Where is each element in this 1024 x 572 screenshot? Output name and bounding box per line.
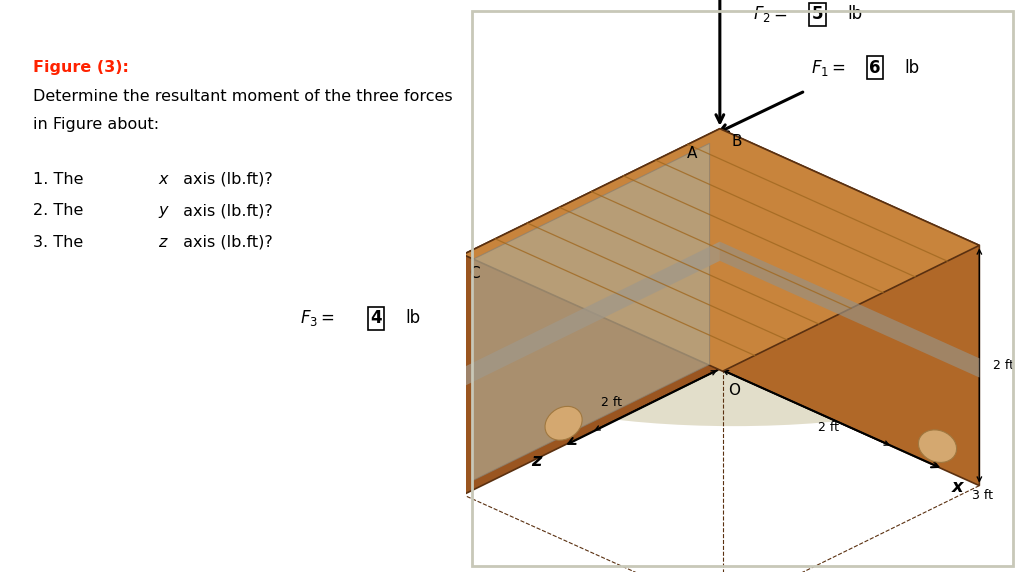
- Text: z: z: [158, 235, 167, 249]
- Text: lb: lb: [406, 309, 421, 327]
- Text: 1. The: 1. The: [33, 172, 88, 186]
- Text: 3. The: 3. The: [33, 235, 88, 249]
- Text: Determine the resultant moment of the three forces: Determine the resultant moment of the th…: [33, 89, 453, 104]
- Polygon shape: [463, 129, 979, 371]
- Text: $F_2 =$: $F_2 =$: [754, 5, 788, 24]
- Text: A: A: [687, 146, 697, 161]
- Text: O: O: [728, 383, 740, 398]
- Text: B: B: [731, 134, 741, 149]
- Text: $F_1 =$: $F_1 =$: [811, 58, 846, 78]
- Text: 2 ft: 2 ft: [993, 359, 1015, 372]
- Text: 2 ft: 2 ft: [601, 396, 623, 409]
- Polygon shape: [473, 144, 710, 480]
- Text: x: x: [158, 172, 168, 186]
- Text: 3 ft: 3 ft: [973, 490, 993, 502]
- Text: 2 ft: 2 ft: [817, 421, 839, 434]
- Text: 2. The: 2. The: [33, 203, 88, 218]
- Text: axis (lb.ft)?: axis (lb.ft)?: [178, 203, 272, 218]
- Ellipse shape: [919, 430, 956, 462]
- Text: x: x: [951, 478, 964, 495]
- Text: $F_3 =$: $F_3 =$: [300, 308, 335, 328]
- Text: lb: lb: [847, 5, 862, 23]
- Text: axis (lb.ft)?: axis (lb.ft)?: [178, 235, 272, 249]
- Text: z: z: [530, 452, 542, 470]
- Text: 4: 4: [370, 309, 382, 327]
- Polygon shape: [463, 241, 720, 387]
- Text: Figure (3):: Figure (3):: [33, 60, 128, 75]
- Ellipse shape: [505, 335, 963, 426]
- Text: 6: 6: [869, 59, 881, 77]
- Text: 5: 5: [812, 5, 823, 23]
- Polygon shape: [463, 129, 720, 495]
- Text: y: y: [158, 203, 168, 218]
- Text: axis (lb.ft)?: axis (lb.ft)?: [178, 172, 272, 186]
- Polygon shape: [720, 241, 979, 378]
- Ellipse shape: [545, 406, 583, 440]
- Polygon shape: [720, 129, 979, 486]
- Text: lb: lb: [904, 59, 920, 77]
- Text: C: C: [469, 266, 479, 281]
- Text: in Figure about:: in Figure about:: [33, 117, 159, 132]
